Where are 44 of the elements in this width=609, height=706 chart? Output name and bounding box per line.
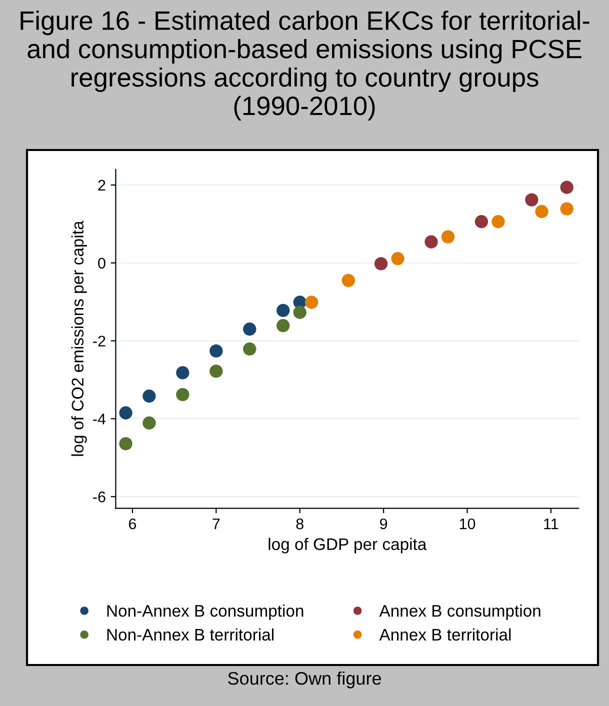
x-tick-label: 9 <box>380 518 388 530</box>
point <box>342 274 355 288</box>
legend-label: Non-Annex B territorial <box>107 628 274 641</box>
point <box>293 306 306 319</box>
x-tick-label: 7 <box>212 518 220 530</box>
point <box>210 364 223 378</box>
y-tick-label: 2 <box>98 180 106 191</box>
point <box>441 230 455 244</box>
point <box>276 304 290 318</box>
point <box>492 215 505 228</box>
legend-label: Non-Annex B consumption <box>107 604 304 620</box>
point <box>176 388 190 402</box>
y-tick-label: -6 <box>93 492 106 502</box>
point <box>391 252 404 266</box>
y-tick-label: -2 <box>93 336 106 346</box>
point <box>243 322 256 336</box>
legend-label: Annex B territorial <box>379 628 511 641</box>
chart-title: Figure 16 - Estimated carbon EKCs for territorial- and consumption-based emissions using PCSE regressions according to country groups (1990-2010) <box>20 10 590 120</box>
x-tick-label: 10 <box>460 518 476 530</box>
x-tick-label: 8 <box>296 518 304 530</box>
point <box>525 193 538 206</box>
y-tick-label: -4 <box>93 414 106 424</box>
x-tick-label: 11 <box>544 518 558 530</box>
point <box>474 215 488 228</box>
point <box>176 366 190 380</box>
point <box>304 296 318 309</box>
point <box>243 342 256 356</box>
point <box>142 390 156 403</box>
source-note: Source: Own figure <box>228 672 381 688</box>
point <box>142 416 156 430</box>
point <box>374 257 388 270</box>
point <box>210 344 223 358</box>
x-tick-label: 6 <box>128 518 136 530</box>
y-axis-title: log of CO2 emissions per capita <box>71 220 87 456</box>
y-tick-label: 0 <box>98 258 106 269</box>
point <box>276 319 290 332</box>
point <box>560 202 574 216</box>
x-axis-title: log of GDP per capita <box>268 538 427 554</box>
point <box>119 437 132 450</box>
point <box>119 406 132 420</box>
point <box>535 204 548 218</box>
legend-label: Annex B consumption <box>379 604 540 620</box>
point <box>560 180 574 194</box>
point <box>424 235 438 248</box>
